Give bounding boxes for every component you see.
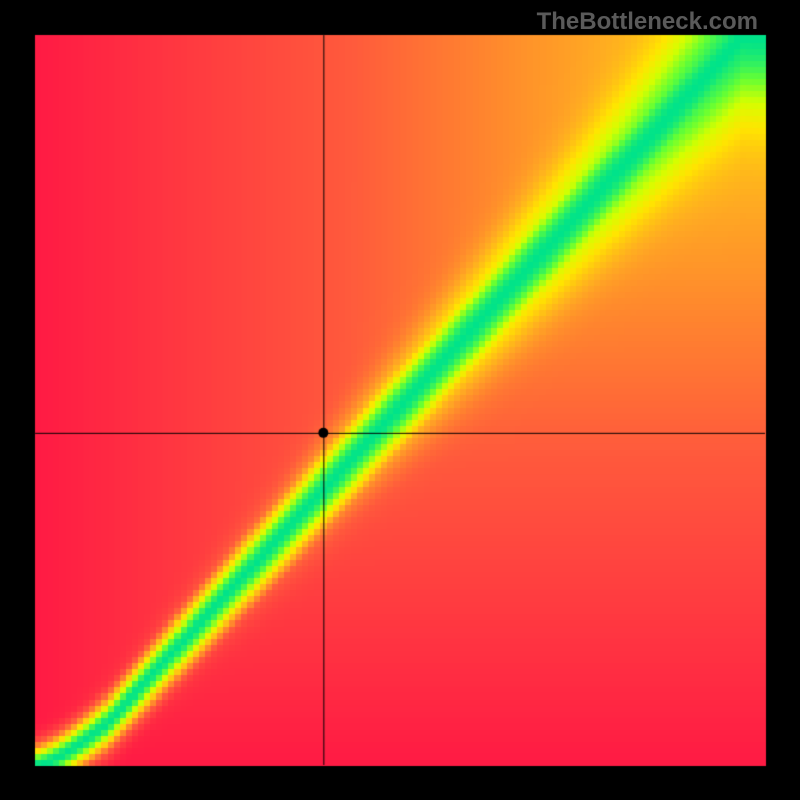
watermark-text: TheBottleneck.com xyxy=(537,8,758,36)
chart-container: { "canvas": { "width": 800, "height": 80… xyxy=(0,0,800,800)
crosshair-overlay xyxy=(0,0,800,800)
